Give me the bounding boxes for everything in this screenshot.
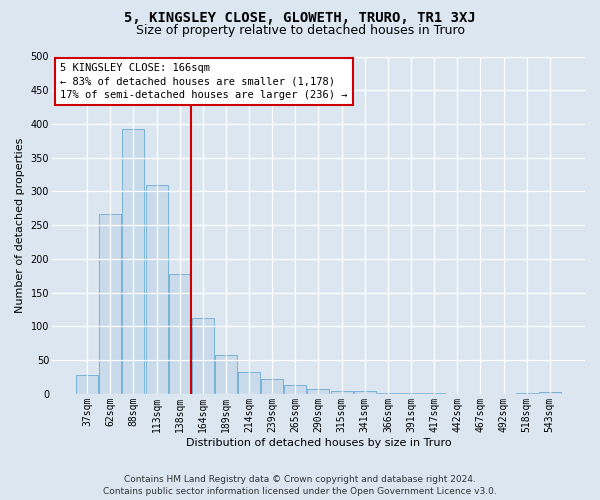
Bar — [146, 184, 167, 394]
Bar — [423, 393, 445, 394]
Bar — [169, 274, 191, 394]
Text: 5, KINGSLEY CLOSE, GLOWETH, TRURO, TR1 3XJ: 5, KINGSLEY CLOSE, GLOWETH, TRURO, TR1 3… — [124, 12, 476, 26]
Bar — [354, 391, 376, 394]
Bar — [215, 356, 237, 394]
Bar — [76, 375, 98, 394]
Bar — [238, 372, 260, 394]
Bar — [331, 390, 353, 394]
Text: Contains HM Land Registry data © Crown copyright and database right 2024.
Contai: Contains HM Land Registry data © Crown c… — [103, 474, 497, 496]
Text: 5 KINGSLEY CLOSE: 166sqm
← 83% of detached houses are smaller (1,178)
17% of sem: 5 KINGSLEY CLOSE: 166sqm ← 83% of detach… — [60, 63, 347, 100]
Bar — [307, 389, 329, 394]
Bar — [100, 214, 121, 394]
Text: Size of property relative to detached houses in Truro: Size of property relative to detached ho… — [136, 24, 464, 37]
Bar — [261, 379, 283, 394]
X-axis label: Distribution of detached houses by size in Truro: Distribution of detached houses by size … — [185, 438, 451, 448]
Bar — [400, 393, 422, 394]
Bar — [122, 130, 145, 394]
Bar — [515, 393, 538, 394]
Bar — [284, 385, 307, 394]
Bar — [377, 393, 399, 394]
Y-axis label: Number of detached properties: Number of detached properties — [15, 138, 25, 313]
Bar — [539, 392, 561, 394]
Bar — [192, 318, 214, 394]
